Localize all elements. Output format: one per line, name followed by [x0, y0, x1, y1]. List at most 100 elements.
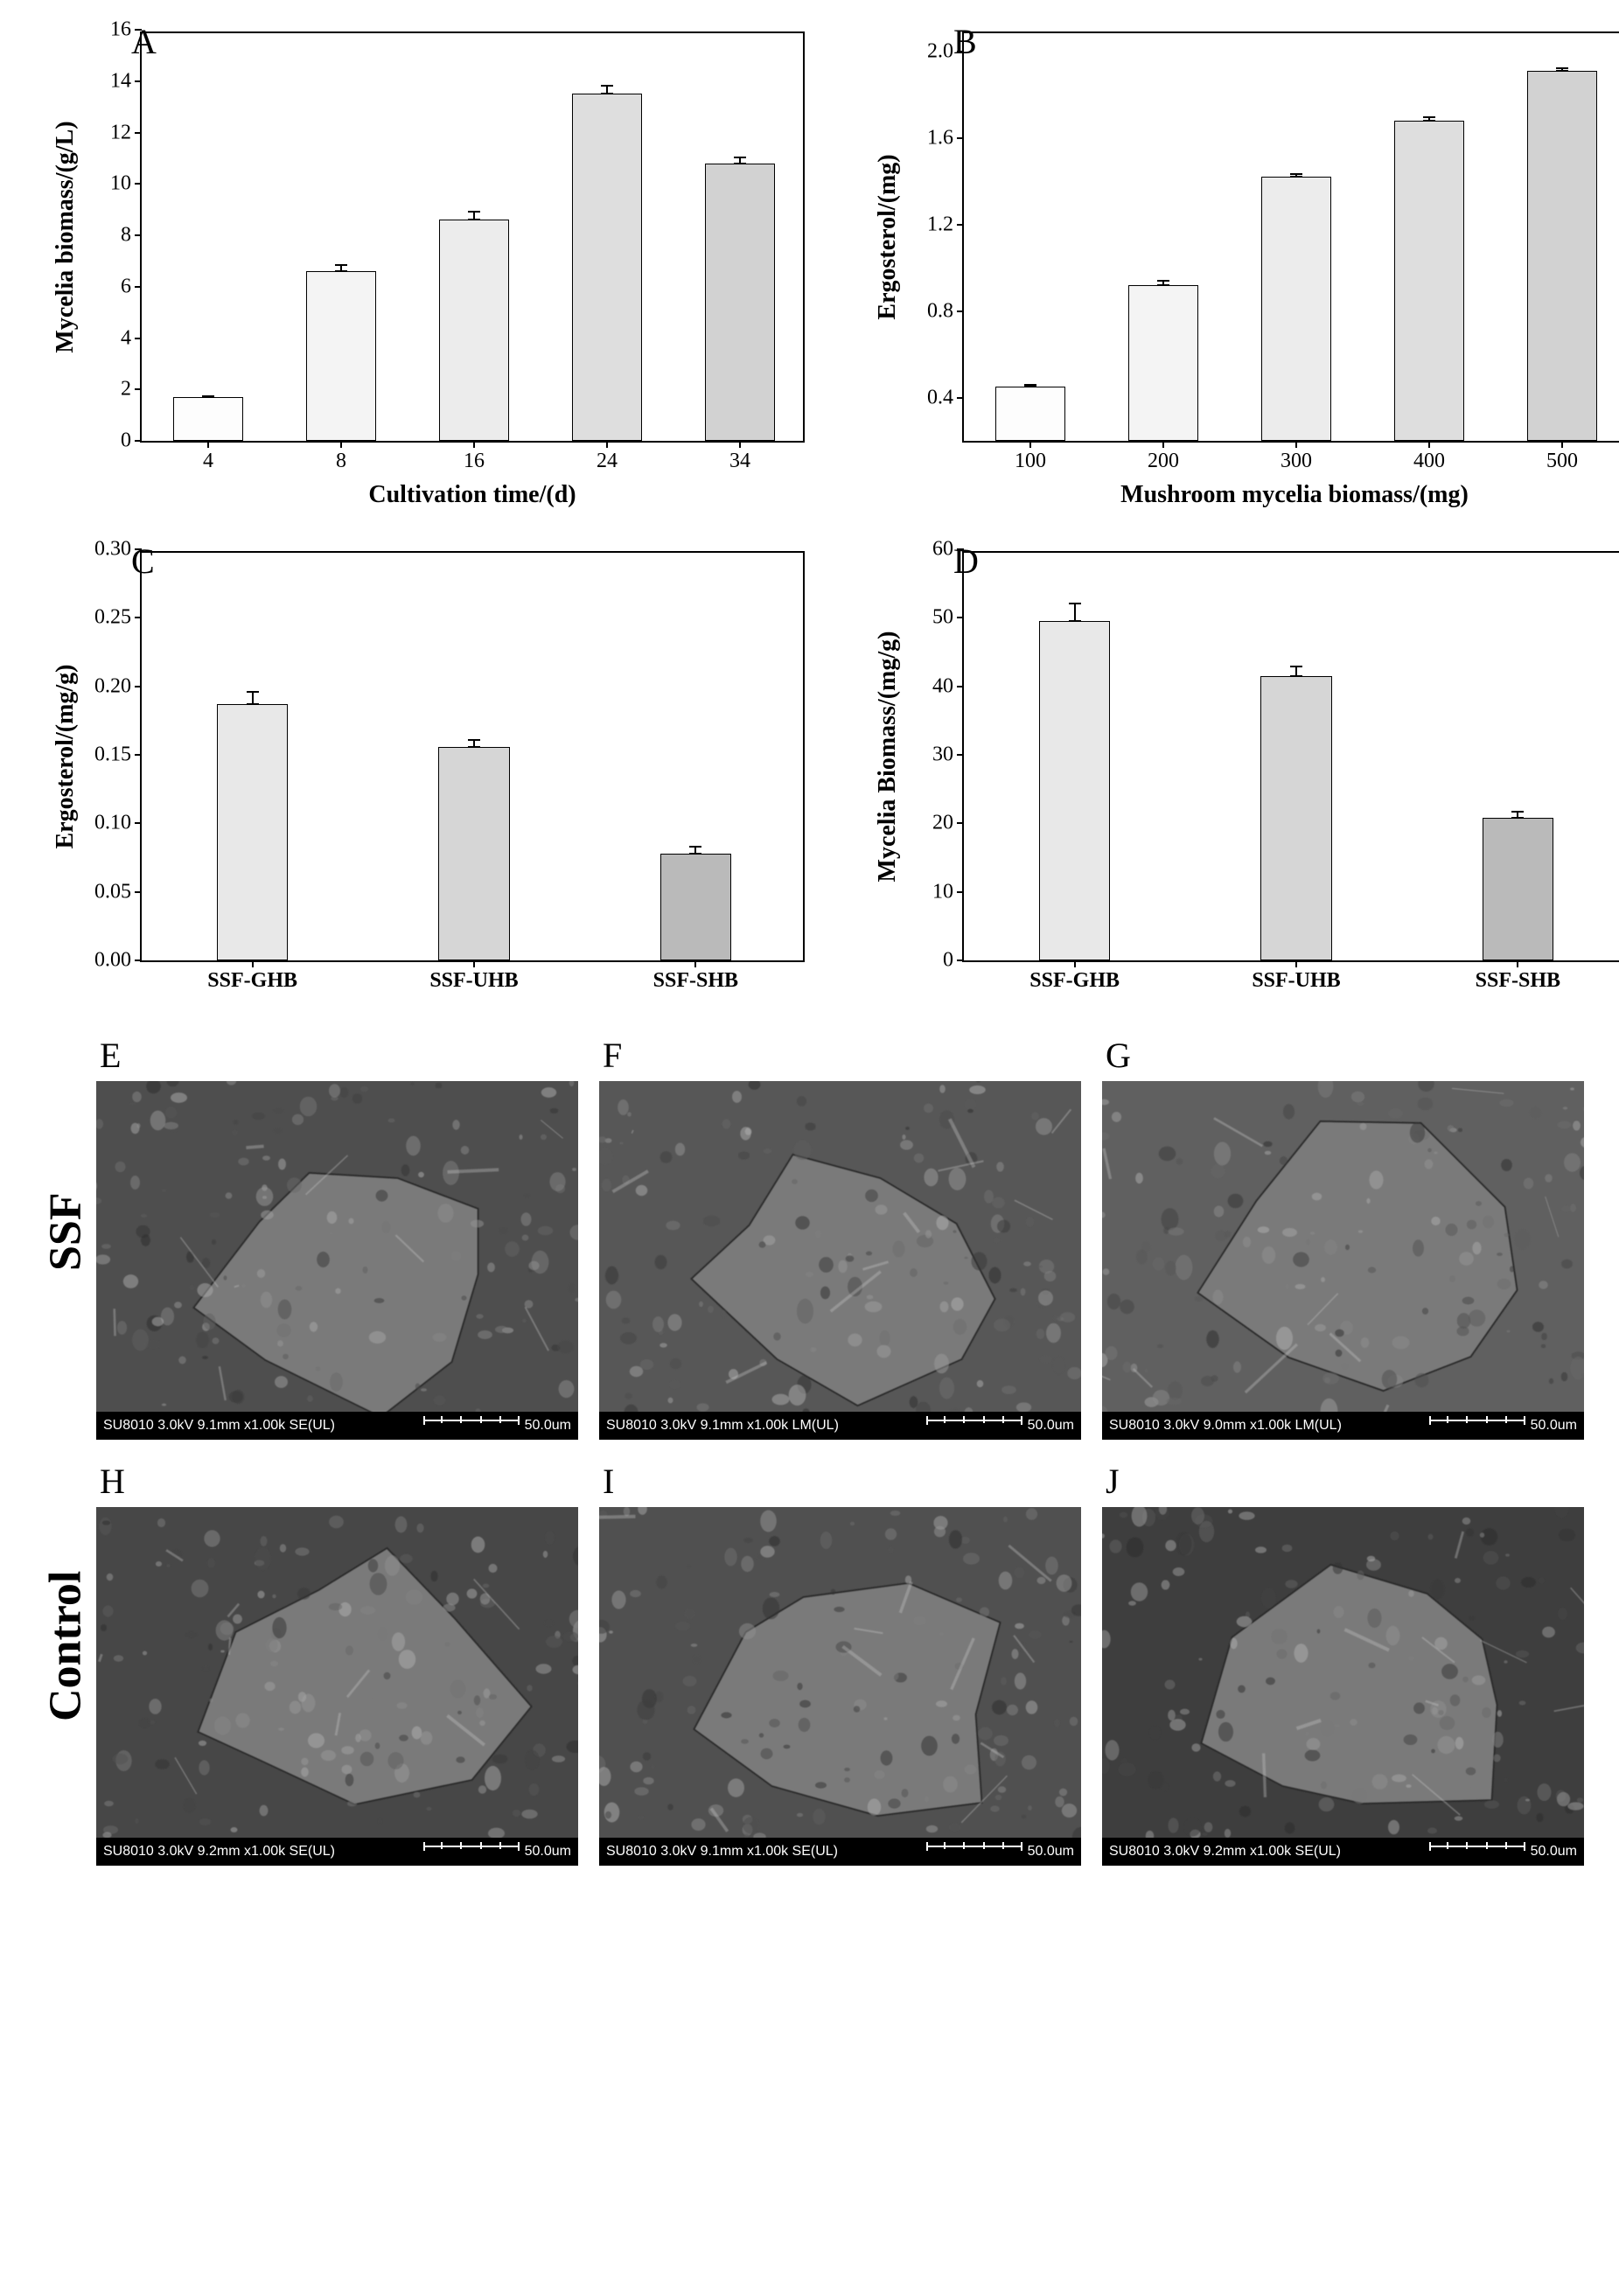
y-tick-label: 30	[932, 743, 953, 767]
sem-image: SU8010 3.0kV 9.2mm x1.00k SE(UL) 50.0um	[1102, 1507, 1584, 1866]
sem-footer-text: SU8010 3.0kV 9.1mm x1.00k SE(UL)	[606, 1844, 838, 1860]
x-tick-label: 4	[203, 450, 213, 473]
scalebar-text: 50.0um	[1028, 1418, 1074, 1434]
sem-cell: G SU8010 3.0kV 9.0mm x1.00k LM(UL) 50.0um	[1102, 1035, 1584, 1440]
sem-grid: ESU8010 3.0kV 9.1mm x1.00k SE(UL)50.0umF…	[96, 1035, 1584, 1866]
bar	[1483, 818, 1553, 960]
y-tick-label: 0.8	[927, 299, 953, 323]
y-tick-label: 1.2	[927, 213, 953, 236]
y-tick-label: 14	[110, 69, 131, 93]
sem-footer: SU8010 3.0kV 9.1mm x1.00k SE(UL) 50.0um	[599, 1838, 1081, 1866]
chart-box: 0.000.050.100.150.200.250.30SSF-GHBSSF-U…	[140, 551, 805, 962]
x-tick-label: SSF-UHB	[1252, 969, 1340, 993]
panel-letter: H	[100, 1461, 578, 1502]
y-axis-label: Mycelia Biomass/(mg/g)	[874, 632, 902, 883]
y-tick-label: 0.05	[94, 880, 131, 904]
y-tick-label: 16	[110, 18, 131, 42]
sem-row-label-control: Control	[35, 1449, 96, 1843]
sem-row: ESU8010 3.0kV 9.1mm x1.00k SE(UL)50.0umF…	[96, 1035, 1584, 1440]
bar	[1394, 121, 1463, 441]
panel-letter: C	[131, 541, 155, 582]
y-tick-label: 0.30	[94, 538, 131, 562]
y-tick-label: 6	[121, 275, 131, 298]
x-tick-label: 16	[464, 450, 485, 473]
scalebar: 50.0um	[1429, 1418, 1577, 1434]
x-tick-label: SSF-SHB	[653, 969, 738, 993]
sem-cell: E SU8010 3.0kV 9.1mm x1.00k SE(UL) 50.0um	[96, 1035, 578, 1440]
panel-b: B0.40.81.21.62.0100200300400500Ergostero…	[857, 26, 1619, 521]
sem-footer-text: SU8010 3.0kV 9.2mm x1.00k SE(UL)	[103, 1844, 335, 1860]
y-tick-label: 0.25	[94, 606, 131, 630]
scalebar: 50.0um	[1429, 1844, 1577, 1860]
x-tick-label: 300	[1281, 450, 1312, 473]
row-ab: A024681012141648162434Mycelia biomass/(g…	[35, 26, 1584, 521]
y-axis-label: Mycelia biomass/(g/L)	[52, 121, 80, 352]
scalebar: 50.0um	[926, 1418, 1074, 1434]
sem-footer-text: SU8010 3.0kV 9.2mm x1.00k SE(UL)	[1109, 1844, 1341, 1860]
sem-row: H SU8010 3.0kV 9.2mm x1.00k SE(UL) 50.0um I…	[96, 1461, 1584, 1866]
scalebar: 50.0um	[926, 1844, 1074, 1860]
bar	[1527, 71, 1596, 441]
sem-footer-text: SU8010 3.0kV 9.1mm x1.00k SE(UL)	[103, 1418, 335, 1434]
sem-image: SU8010 3.0kV 9.2mm x1.00k SE(UL) 50.0um	[96, 1507, 578, 1866]
y-tick-label: 10	[932, 880, 953, 904]
bar	[439, 220, 508, 441]
bar	[705, 164, 774, 441]
y-tick-label: 2	[121, 378, 131, 401]
x-tick-label: SSF-SHB	[1476, 969, 1560, 993]
sem-image: SU8010 3.0kV 9.1mm x1.00k SE(UL) 50.0um	[599, 1507, 1081, 1866]
figure-root: A024681012141648162434Mycelia biomass/(g…	[35, 26, 1584, 1866]
sem-section: SSF Control E SU8010 3.0kV 9.1mm x1.00k S…	[35, 1035, 1584, 1866]
y-tick-label: 0	[943, 949, 953, 973]
y-tick-label: 60	[932, 538, 953, 562]
sem-image: SU8010 3.0kV 9.1mm x1.00k LM(UL) 50.0um	[599, 1081, 1081, 1440]
panel-letter: D	[953, 541, 979, 582]
scalebar-text: 50.0um	[1531, 1844, 1577, 1860]
y-axis-label: Ergosterol/(mg)	[874, 154, 902, 319]
y-tick-label: 1.6	[927, 126, 953, 150]
panel-c: C0.000.050.100.150.200.250.30SSF-GHBSSF-…	[35, 546, 805, 1010]
x-tick-label: SSF-UHB	[429, 969, 518, 993]
sem-image: SU8010 3.0kV 9.1mm x1.00k SE(UL) 50.0um	[96, 1081, 578, 1440]
panel-letter: G	[1106, 1035, 1584, 1076]
y-tick-label: 4	[121, 326, 131, 350]
y-tick-label: 40	[932, 674, 953, 698]
sem-footer-text: SU8010 3.0kV 9.1mm x1.00k LM(UL)	[606, 1418, 839, 1434]
sem-row-label-ssf: SSF	[35, 1035, 96, 1428]
bar	[1128, 285, 1197, 441]
bar	[217, 704, 288, 960]
sem-cell: H SU8010 3.0kV 9.2mm x1.00k SE(UL) 50.0um	[96, 1461, 578, 1866]
bar	[306, 271, 375, 441]
x-tick-label: 500	[1546, 450, 1578, 473]
y-tick-label: 0.20	[94, 674, 131, 698]
y-tick-label: 0	[121, 429, 131, 453]
scalebar: 50.0um	[423, 1418, 571, 1434]
chart-box: 024681012141648162434	[140, 31, 805, 443]
y-tick-label: 0.4	[927, 386, 953, 409]
bar	[1261, 177, 1330, 441]
scalebar-text: 50.0um	[525, 1844, 571, 1860]
scalebar-text: 50.0um	[1531, 1418, 1577, 1434]
panel-d: D0102030405060SSF-GHBSSF-UHBSSF-SHBMycel…	[857, 546, 1619, 1010]
bar	[173, 397, 242, 441]
y-tick-label: 0.10	[94, 812, 131, 835]
sem-footer: SU8010 3.0kV 9.1mm x1.00k LM(UL) 50.0um	[599, 1412, 1081, 1440]
x-tick-label: 400	[1413, 450, 1445, 473]
x-tick-label: 200	[1148, 450, 1179, 473]
y-tick-label: 0.15	[94, 743, 131, 767]
sem-footer-text: SU8010 3.0kV 9.0mm x1.00k LM(UL)	[1109, 1418, 1342, 1434]
sem-image: SU8010 3.0kV 9.0mm x1.00k LM(UL) 50.0um	[1102, 1081, 1584, 1440]
x-tick-label: 24	[597, 450, 618, 473]
panel-letter: A	[131, 21, 157, 62]
scalebar: 50.0um	[423, 1844, 571, 1860]
chart-box: 0102030405060SSF-GHBSSF-UHBSSF-SHB	[962, 551, 1619, 962]
bar	[660, 854, 731, 960]
x-tick-label: 34	[729, 450, 750, 473]
scalebar-text: 50.0um	[525, 1418, 571, 1434]
bar	[438, 747, 509, 960]
y-tick-label: 2.0	[927, 39, 953, 63]
sem-cell: JSU8010 3.0kV 9.2mm x1.00k SE(UL)50.0um	[1102, 1461, 1584, 1866]
panel-letter: I	[603, 1461, 1081, 1502]
panel-letter: E	[100, 1035, 578, 1076]
bar	[572, 94, 641, 441]
